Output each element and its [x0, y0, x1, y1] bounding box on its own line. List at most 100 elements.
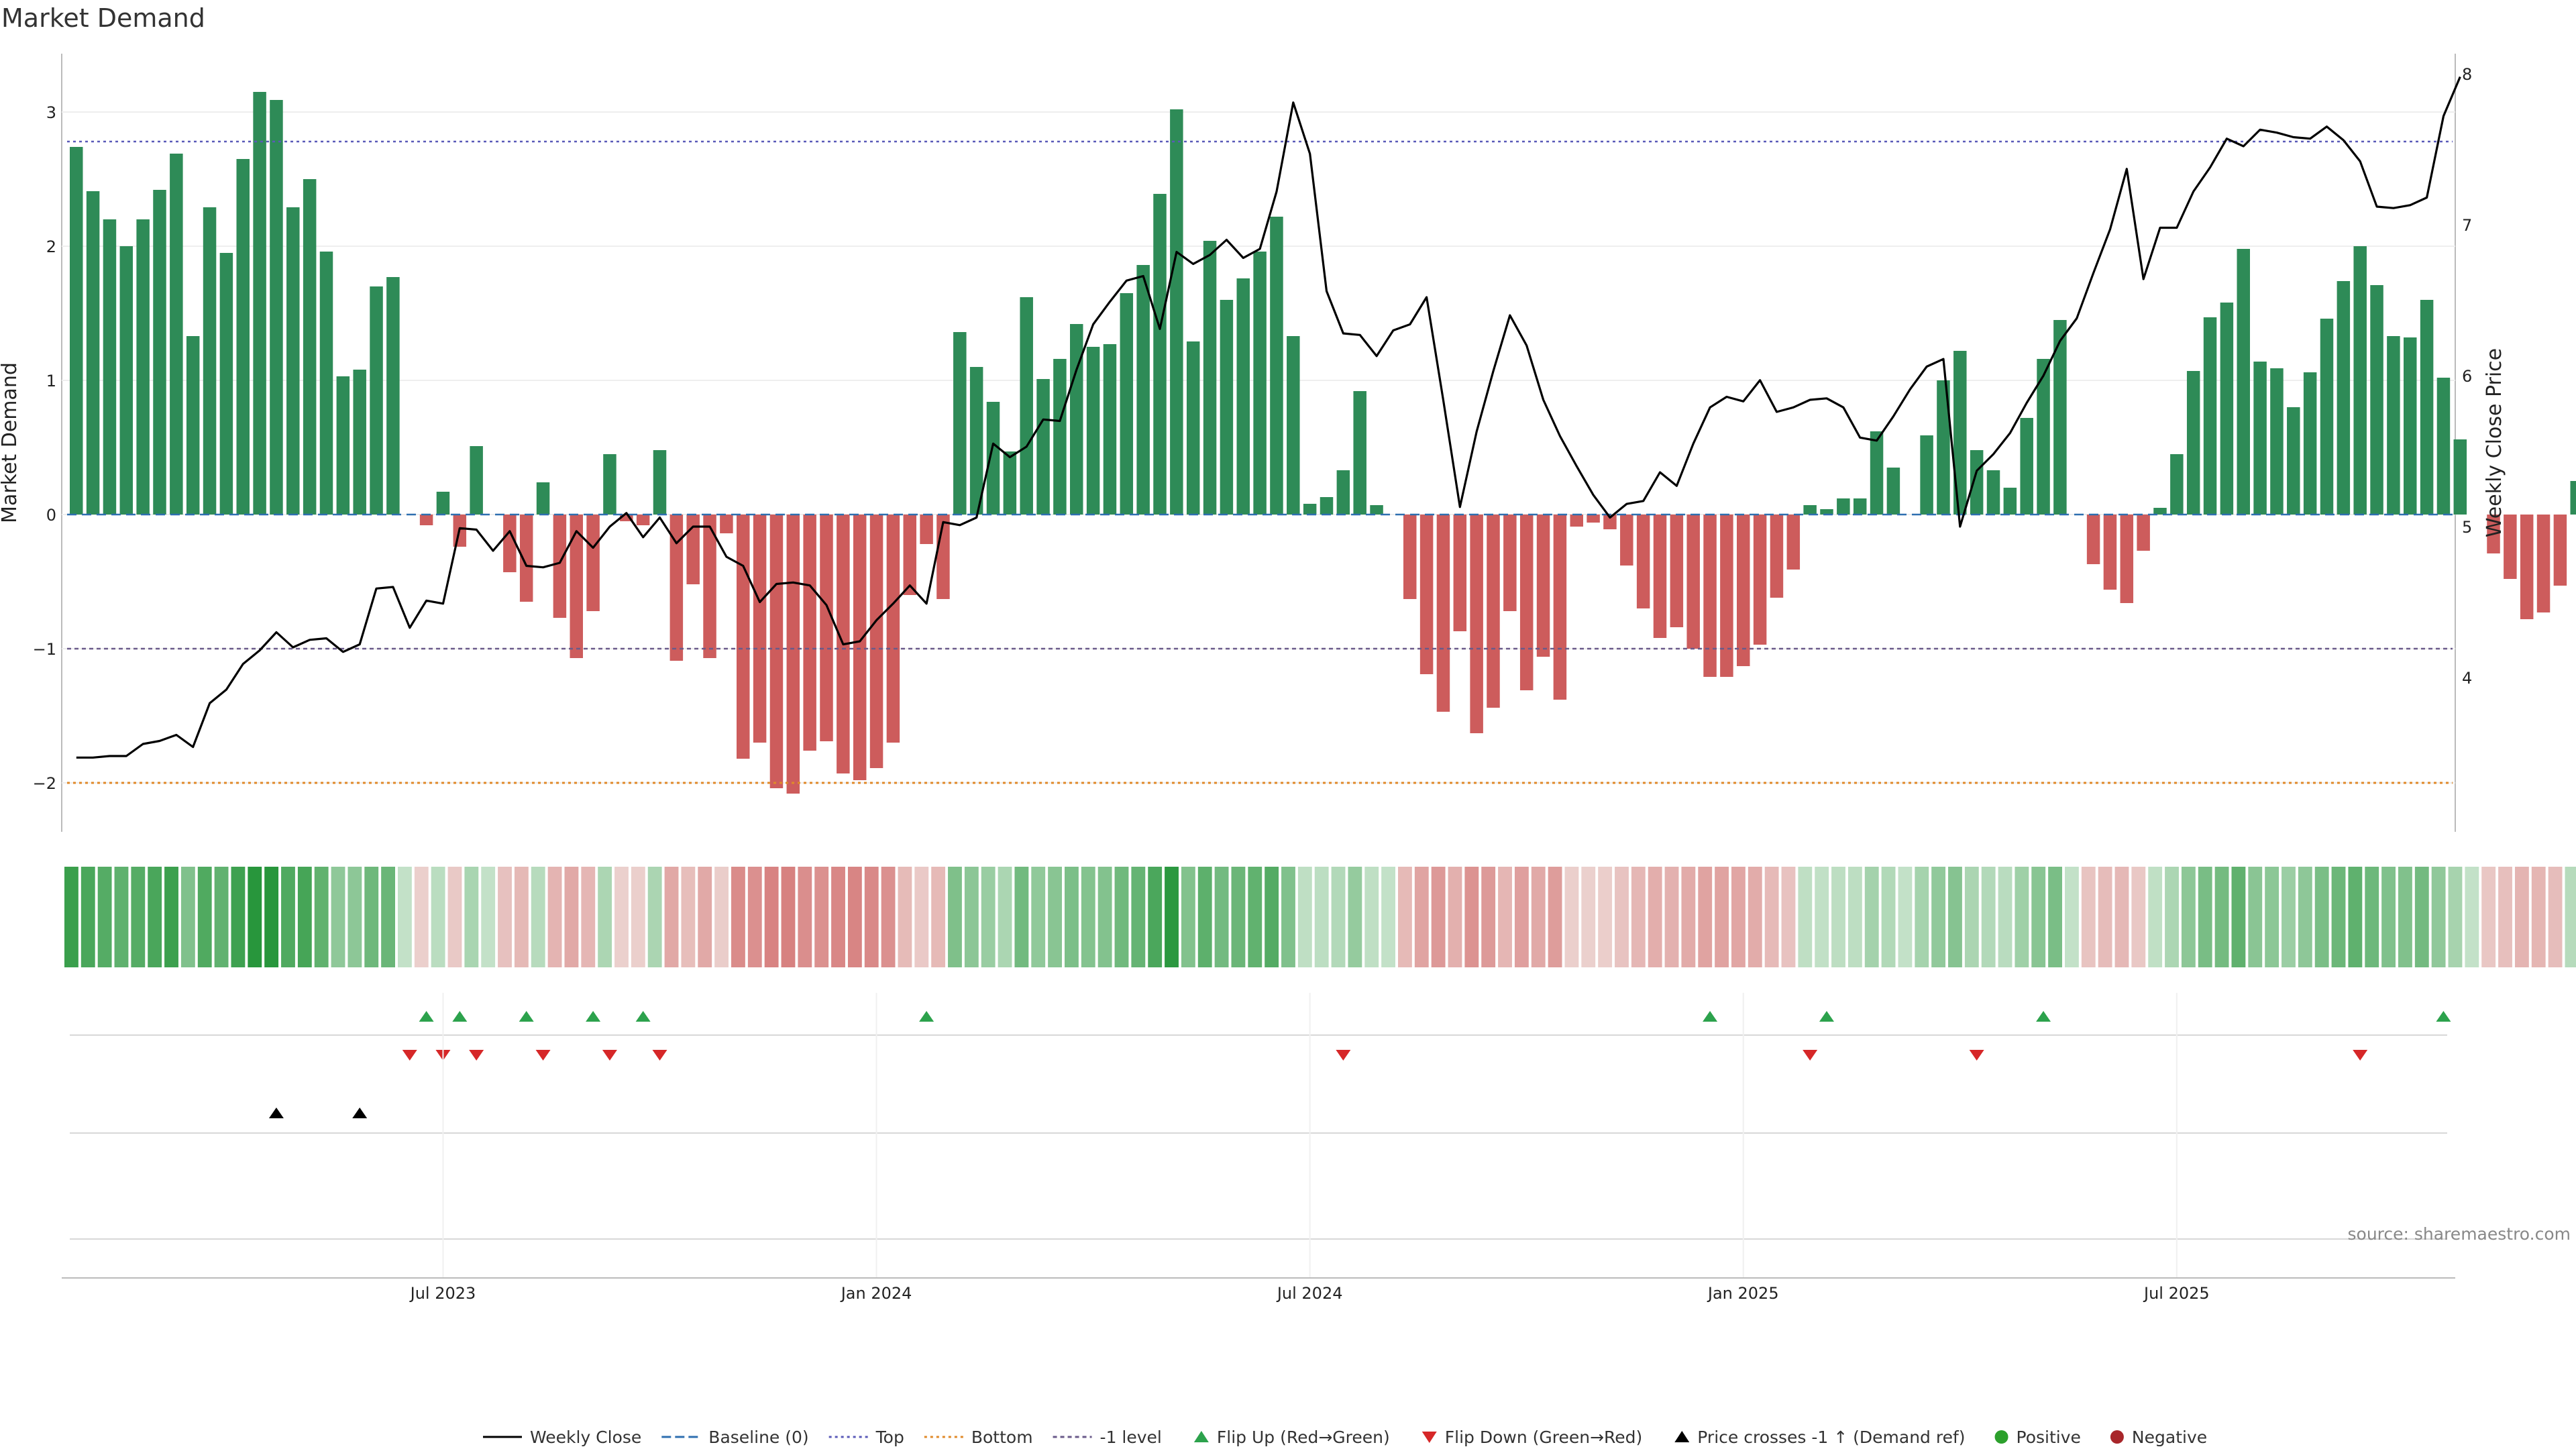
- demand-bar: [803, 515, 816, 751]
- heat-cell: [1248, 867, 1263, 967]
- demand-bar: [2053, 320, 2067, 515]
- demand-bar: [1003, 451, 1017, 515]
- flip-down-marker: [1803, 1050, 1818, 1061]
- heat-cell: [2131, 867, 2146, 967]
- demand-bar: [2203, 317, 2217, 515]
- demand-bar: [2536, 515, 2551, 612]
- demand-bar: [2520, 515, 2534, 619]
- heat-cell: [1048, 867, 1062, 967]
- demand-bar: [2420, 300, 2434, 515]
- x-tick-label: Jan 2025: [1707, 1284, 1779, 1303]
- demand-bar: [2570, 481, 2576, 515]
- demand-bar: [1320, 497, 1334, 515]
- heat-cell: [647, 867, 662, 967]
- demand-bar: [1770, 515, 1784, 598]
- legend-swatch: [1994, 1430, 2008, 1444]
- y2-axis-label: Weekly Close Price: [2483, 348, 2506, 537]
- flip-down-marker: [602, 1050, 617, 1061]
- heat-cell: [498, 867, 512, 967]
- heat-cell: [981, 867, 996, 967]
- flip-down-marker: [1336, 1050, 1351, 1061]
- demand-bar: [1353, 391, 1366, 515]
- demand-bar: [1953, 351, 1967, 515]
- heat-cell: [2165, 867, 2179, 967]
- demand-bar: [86, 191, 100, 515]
- flip-down-marker: [402, 1050, 417, 1061]
- heat-cell: [2381, 867, 2396, 967]
- demand-bar: [1036, 379, 1050, 515]
- heat-cell: [1531, 867, 1546, 967]
- heat-cell: [1381, 867, 1395, 967]
- legend-label: Baseline (0): [708, 1428, 808, 1447]
- heat-cell: [148, 867, 162, 967]
- demand-bar: [703, 515, 716, 658]
- demand-bar: [1670, 515, 1684, 627]
- heat-cell: [2431, 867, 2446, 967]
- legend-swatch: [2110, 1430, 2124, 1444]
- demand-bar: [1103, 344, 1117, 515]
- demand-bar: [1220, 300, 1234, 515]
- demand-bar: [1703, 515, 1717, 677]
- legend: Weekly Close Baseline (0) Top Bottom -1 leve…: [483, 1428, 2207, 1447]
- heat-cell: [347, 867, 362, 967]
- legend-item: Flip Down (Green→Red): [1421, 1428, 1642, 1447]
- heat-cell: [1831, 867, 1845, 967]
- flip-down-marker: [2353, 1050, 2368, 1061]
- heat-cell: [764, 867, 779, 967]
- demand-bar: [2120, 515, 2134, 603]
- demand-bar: [253, 92, 266, 515]
- heat-cell: [1431, 867, 1446, 967]
- flip-up-marker: [2436, 1011, 2451, 1022]
- heat-cell: [2481, 867, 2496, 967]
- heat-cell: [1398, 867, 1412, 967]
- demand-bar: [737, 515, 750, 759]
- heat-cell: [1847, 867, 1862, 967]
- demand-bar: [1370, 505, 1383, 515]
- heat-cell: [414, 867, 429, 967]
- flip-up-marker: [419, 1011, 434, 1022]
- heat-cell: [531, 867, 545, 967]
- demand-bar: [1536, 515, 1550, 657]
- price-cross-marker: [268, 1108, 284, 1118]
- heat-cell: [381, 867, 395, 967]
- y-tick-label: −1: [33, 640, 56, 659]
- heat-cell: [847, 867, 862, 967]
- flip-up-marker: [1703, 1011, 1718, 1022]
- heat-cell: [1081, 867, 1095, 967]
- demand-bar: [769, 515, 784, 788]
- flip-down-marker: [1969, 1050, 1984, 1061]
- heat-cell: [1148, 867, 1163, 967]
- demand-bar: [1186, 341, 1200, 515]
- heat-cell: [1564, 867, 1579, 967]
- demand-bar: [1503, 515, 1517, 611]
- demand-bar: [1086, 347, 1100, 515]
- demand-bar: [2103, 515, 2117, 590]
- heat-cell: [1014, 867, 1029, 967]
- heat-cell: [164, 867, 178, 967]
- heat-cell: [864, 867, 879, 967]
- demand-bar: [1453, 515, 1467, 631]
- legend-label: Top: [875, 1428, 904, 1447]
- heat-cell: [781, 867, 796, 967]
- heat-cell: [2348, 867, 2363, 967]
- demand-bar: [753, 515, 767, 743]
- heat-cell: [131, 867, 146, 967]
- heat-cell: [614, 867, 629, 967]
- demand-bar: [419, 515, 433, 525]
- demand-bar: [470, 446, 483, 515]
- demand-bar: [820, 515, 833, 741]
- demand-bar: [1803, 505, 1817, 515]
- heat-cell: [97, 867, 112, 967]
- heat-cell: [598, 867, 612, 967]
- flip-down-marker: [469, 1050, 484, 1061]
- legend-label: Negative: [2132, 1428, 2207, 1447]
- demand-bar: [119, 246, 133, 515]
- demand-bar: [1519, 515, 1534, 690]
- demand-bar: [303, 179, 317, 515]
- demand-bar: [1487, 515, 1500, 708]
- demand-bar: [2487, 515, 2500, 553]
- demand-bar: [1287, 336, 1300, 515]
- flip-up-marker: [919, 1011, 934, 1022]
- heat-cell: [1181, 867, 1195, 967]
